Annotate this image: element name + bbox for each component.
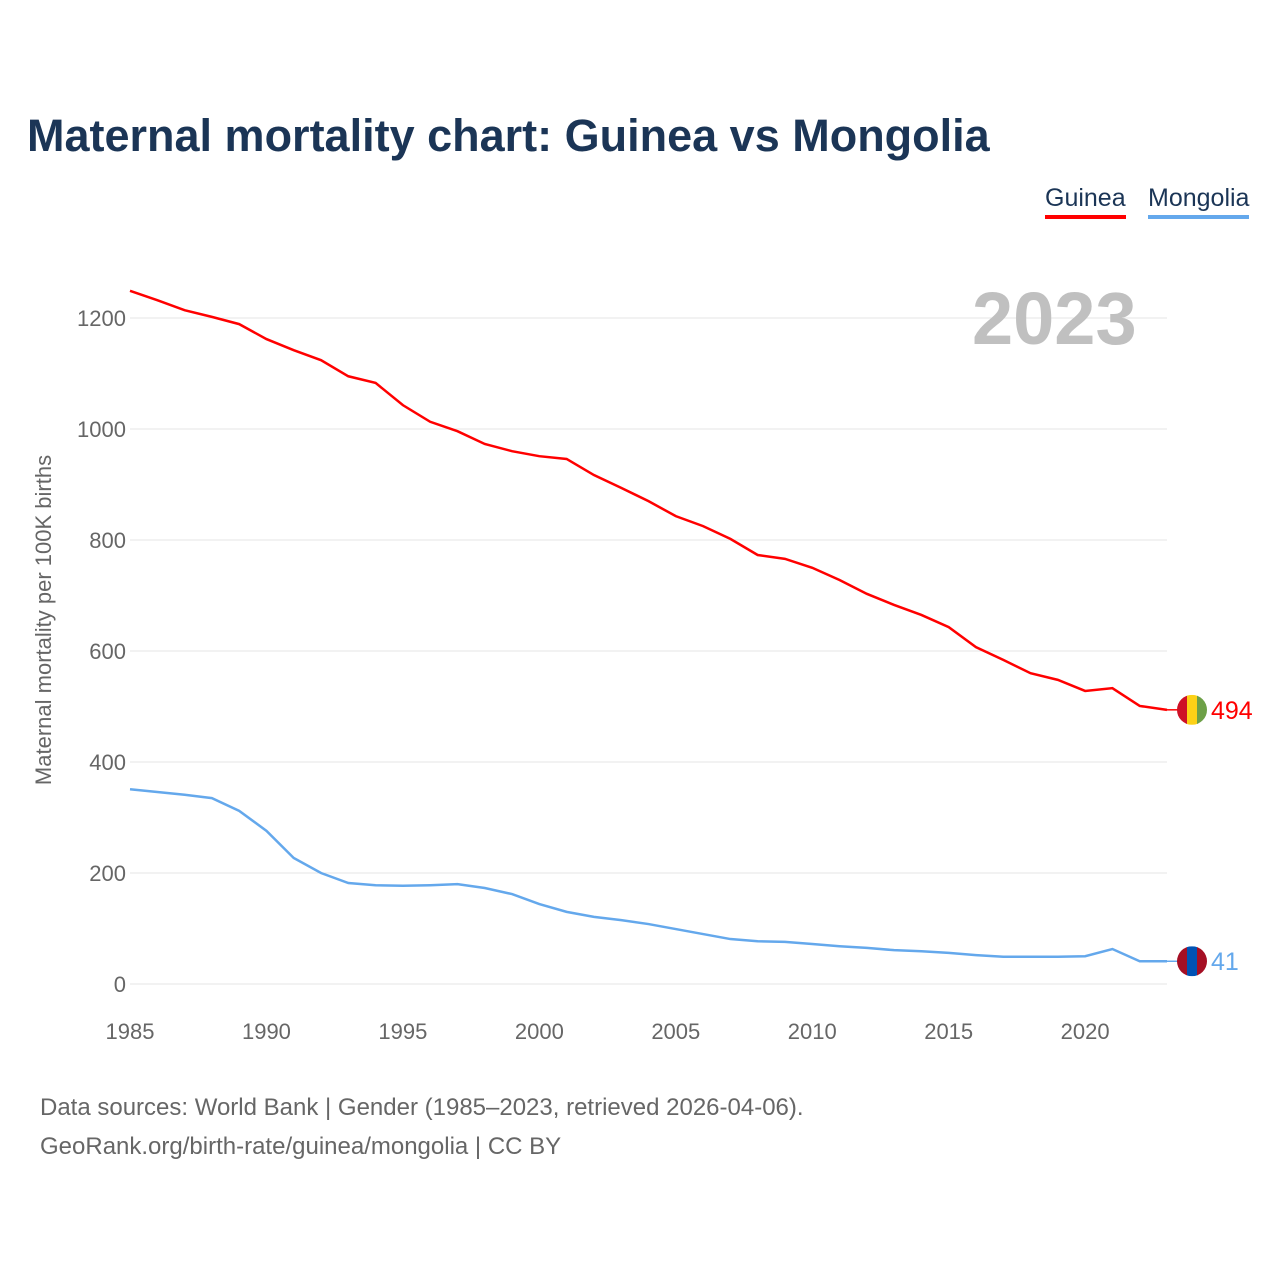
- end-value-label: 494: [1211, 697, 1253, 725]
- x-tick-label: 1985: [106, 1019, 155, 1044]
- source-link[interactable]: GeoRank.org/birth-rate/guinea/mongolia |…: [40, 1133, 562, 1160]
- y-axis-label: Maternal mortality per 100K births: [31, 455, 56, 785]
- series-line-guinea: [129, 289, 1168, 712]
- y-tick-label: 400: [89, 750, 126, 775]
- legend-mongolia[interactable]: Mongolia: [1148, 184, 1250, 219]
- y-tick-label: 1000: [77, 417, 126, 442]
- x-tick-label: 2005: [651, 1019, 700, 1044]
- year-label: 2023: [972, 277, 1137, 360]
- x-tick-label: 2010: [788, 1019, 837, 1044]
- legend-guinea[interactable]: Guinea: [1045, 184, 1126, 219]
- flag-mongolia-icon: [1177, 946, 1207, 977]
- y-tick-label: 200: [89, 861, 126, 886]
- y-tick-label: 800: [89, 528, 126, 553]
- x-tick-label: 1995: [378, 1019, 427, 1044]
- y-tick-label: 1200: [77, 306, 126, 331]
- y-tick-label: 0: [114, 972, 126, 997]
- x-tick-label: 2015: [924, 1019, 973, 1044]
- x-tick-label: 1990: [242, 1019, 291, 1044]
- y-tick-label: 600: [89, 639, 126, 664]
- x-tick-label: 2020: [1061, 1019, 1110, 1044]
- chart-title: Maternal mortality chart: Guinea vs Mong…: [27, 110, 990, 161]
- x-tick-label: 2000: [515, 1019, 564, 1044]
- series-line-mongolia: [129, 787, 1167, 963]
- flag-guinea-icon: [1177, 694, 1207, 725]
- end-value-label: 41: [1211, 948, 1239, 976]
- source-note: Data sources: World Bank | Gender (1985–…: [40, 1088, 804, 1166]
- source-line: Data sources: World Bank | Gender (1985–…: [40, 1094, 804, 1121]
